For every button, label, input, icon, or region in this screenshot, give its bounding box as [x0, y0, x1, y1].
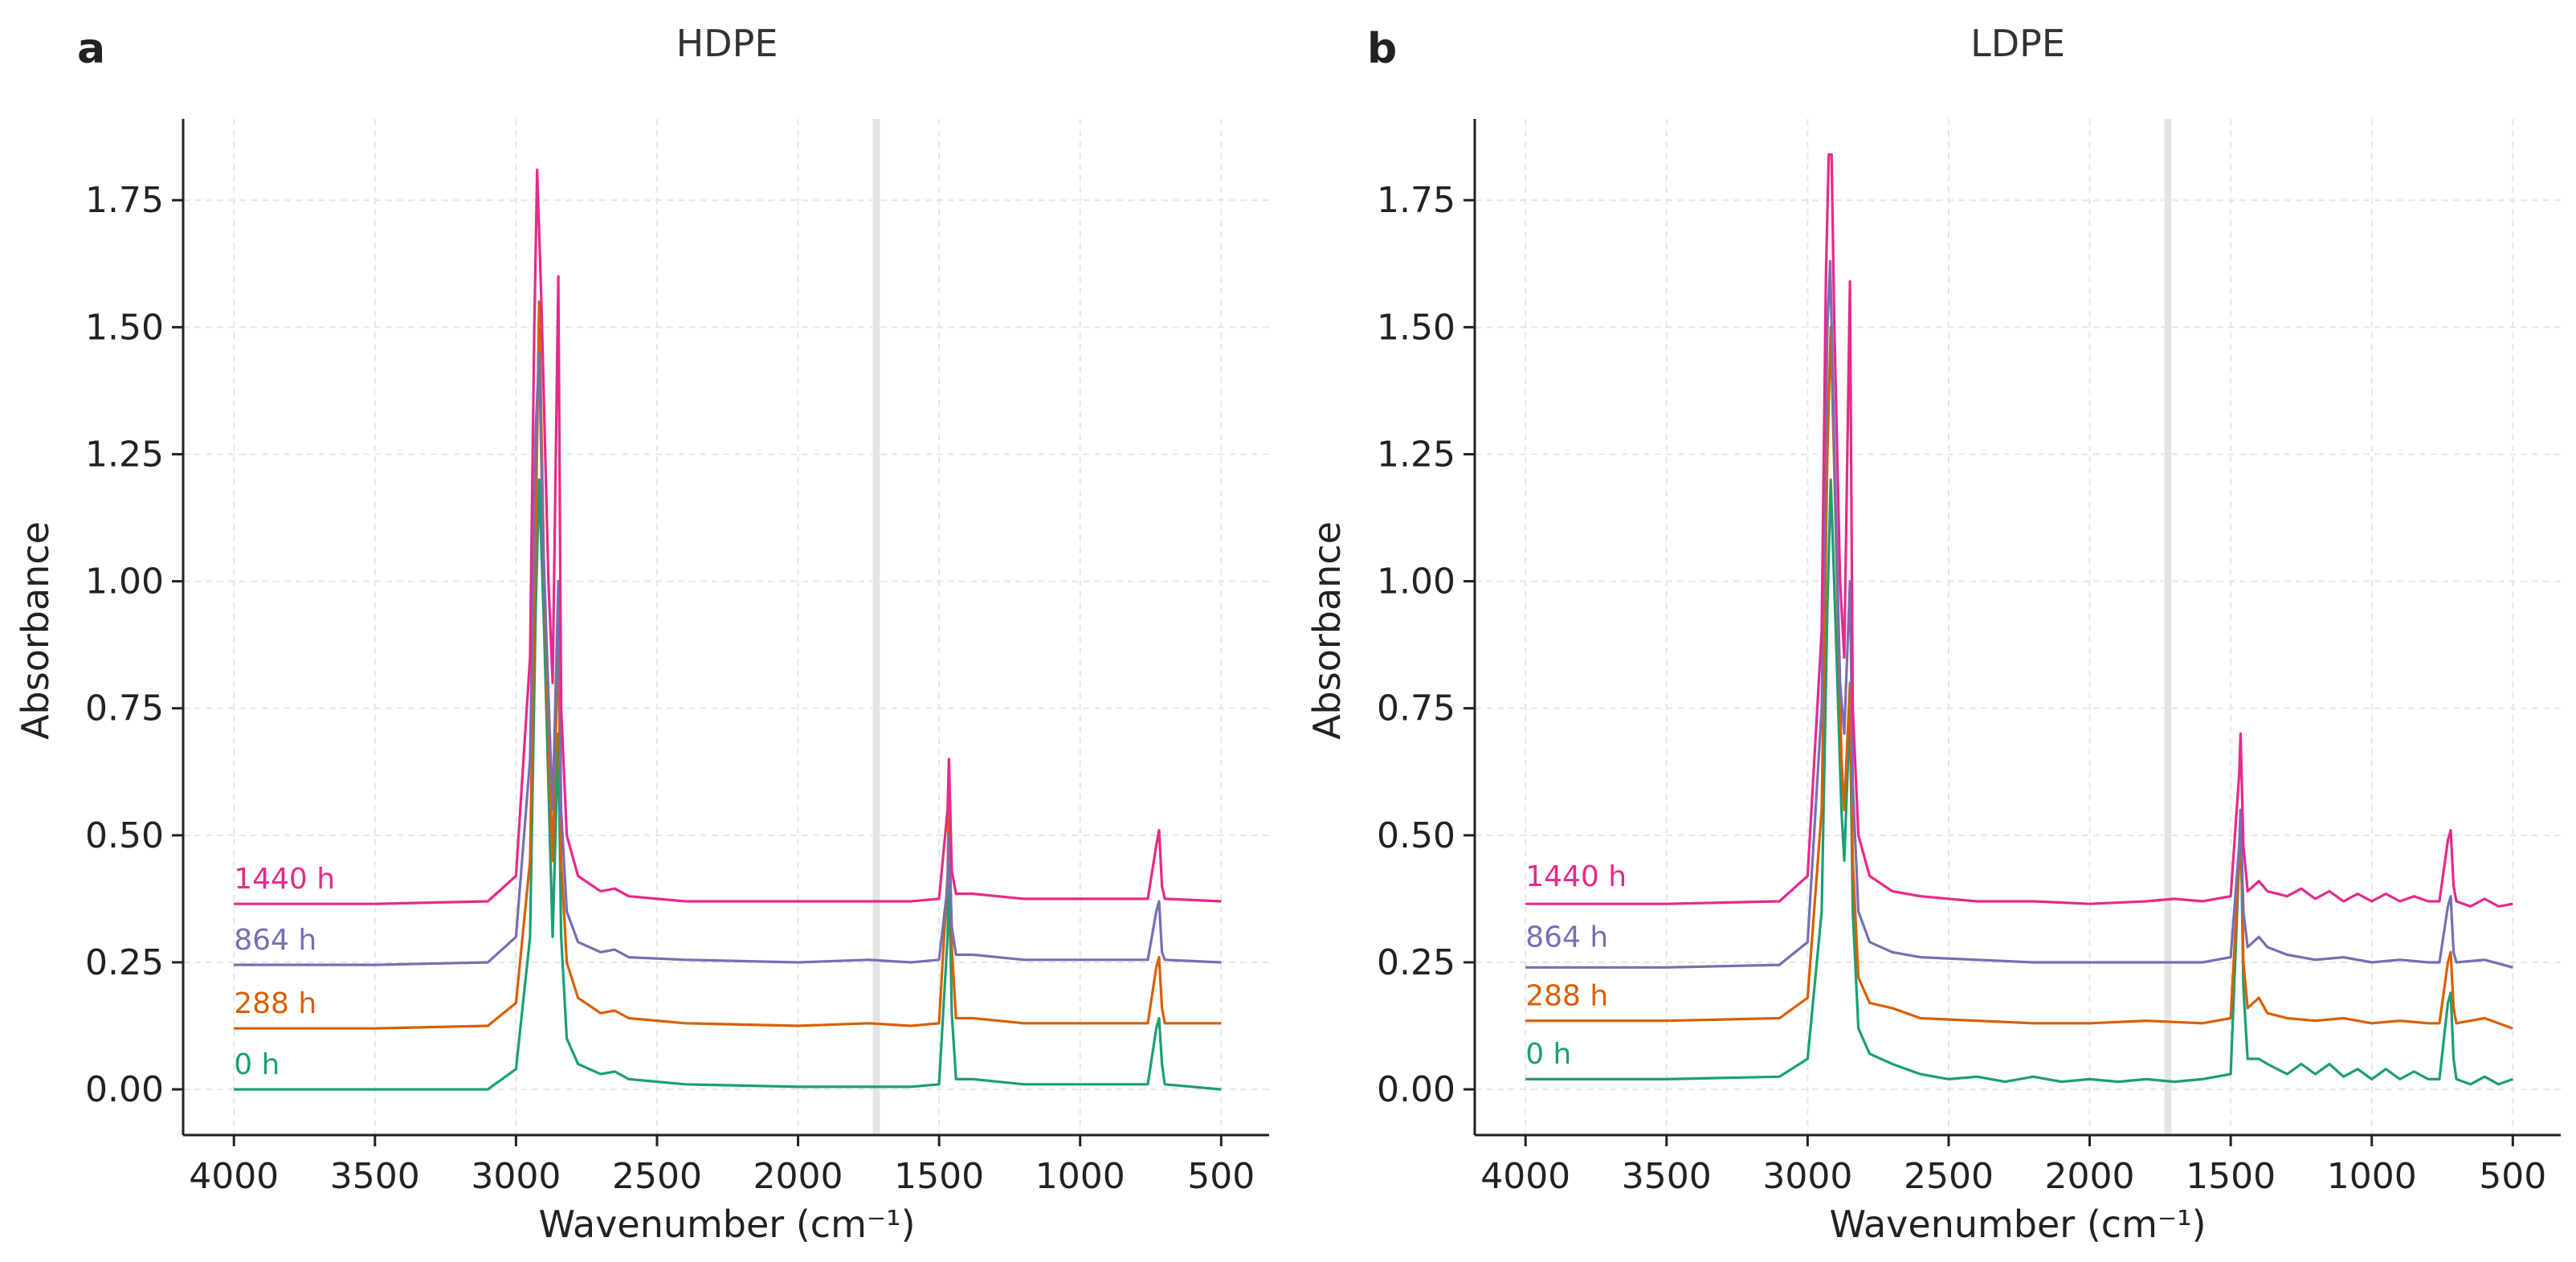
x-tick-label-a-4: 2000 — [753, 1156, 843, 1197]
series-line-b-0h — [1525, 478, 2513, 1086]
x-tick-label-b-2: 3000 — [1762, 1156, 1852, 1197]
highlight-band-a — [872, 119, 880, 1135]
panel-b: b LDPE Absorbance Wavenumber (cm⁻¹) 4000… — [1305, 22, 2561, 1246]
y-tick-label-a-5: 1.25 — [85, 434, 164, 475]
x-tick-label-a-7: 500 — [1187, 1156, 1255, 1197]
x-tick-label-a-3: 2500 — [612, 1156, 702, 1197]
series-line-b-288h — [1525, 325, 2513, 1030]
series-line-a-1440h — [234, 168, 1222, 905]
x-tick-label-b-0: 4000 — [1480, 1156, 1570, 1197]
y-tick-label-b-3: 0.75 — [1377, 688, 1455, 729]
series-label-b-1440h: 1440 h — [1525, 860, 1627, 893]
panel-a: a HDPE Absorbance Wavenumber (cm⁻¹) 4000… — [14, 22, 1269, 1246]
series-label-a-864h: 864 h — [234, 924, 316, 957]
series-line-a-0h — [234, 478, 1222, 1091]
x-tick-label-a-2: 3000 — [471, 1156, 561, 1197]
series-label-a-288h: 288 h — [234, 987, 316, 1020]
y-tick-label-a-4: 1.00 — [85, 562, 164, 602]
y-axis-label-a: Absorbance — [14, 521, 57, 740]
x-tick-label-b-7: 500 — [2479, 1156, 2546, 1197]
y-tick-label-a-6: 1.50 — [85, 307, 164, 348]
panel-title-ldpe: LDPE — [1970, 22, 2065, 65]
y-tick-label-b-4: 1.00 — [1377, 562, 1455, 602]
series-line-a-288h — [234, 300, 1222, 1030]
x-tick-label-b-4: 2000 — [2045, 1156, 2135, 1197]
x-tick-label-a-1: 3500 — [330, 1156, 420, 1197]
y-tick-label-a-1: 0.25 — [85, 942, 164, 983]
y-tick-label-b-5: 1.25 — [1377, 434, 1455, 475]
x-tick-label-a-5: 1500 — [894, 1156, 984, 1197]
highlight-band-b — [2164, 119, 2172, 1135]
series-label-b-0h: 0 h — [1525, 1038, 1571, 1071]
series-label-a-0h: 0 h — [234, 1048, 280, 1081]
x-tick-label-a-0: 4000 — [189, 1156, 279, 1197]
x-tick-label-b-3: 2500 — [1904, 1156, 1994, 1197]
y-tick-label-a-7: 1.75 — [85, 180, 164, 221]
y-tick-label-b-7: 1.75 — [1377, 180, 1455, 221]
y-axis-label-b: Absorbance — [1305, 521, 1349, 740]
x-tick-label-b-6: 1000 — [2327, 1156, 2417, 1197]
series-line-b-1440h — [1525, 153, 2513, 908]
series-line-b-864h — [1525, 259, 2513, 969]
panel-letter-b: b — [1367, 25, 1397, 73]
y-tick-label-a-3: 0.75 — [85, 688, 164, 729]
y-tick-label-a-0: 0.00 — [85, 1069, 164, 1110]
x-tick-label-b-5: 1500 — [2186, 1156, 2276, 1197]
series-label-a-1440h: 1440 h — [234, 863, 335, 896]
x-axis-label-a: Wavenumber (cm⁻¹) — [538, 1203, 915, 1246]
panel-title-hdpe: HDPE — [676, 22, 778, 65]
x-tick-label-a-6: 1000 — [1035, 1156, 1125, 1197]
y-tick-label-b-2: 0.50 — [1377, 815, 1455, 856]
y-tick-label-a-2: 0.50 — [85, 815, 164, 856]
y-tick-label-b-0: 0.00 — [1377, 1069, 1455, 1110]
x-tick-label-b-1: 3500 — [1622, 1156, 1712, 1197]
x-axis-label-b: Wavenumber (cm⁻¹) — [1829, 1203, 2206, 1246]
y-tick-label-b-1: 0.25 — [1377, 942, 1455, 983]
y-tick-label-b-6: 1.50 — [1377, 307, 1455, 348]
series-label-b-864h: 864 h — [1525, 921, 1608, 954]
series-line-a-864h — [234, 351, 1222, 966]
panel-letter-a: a — [77, 25, 105, 73]
series-label-b-288h: 288 h — [1525, 979, 1608, 1012]
